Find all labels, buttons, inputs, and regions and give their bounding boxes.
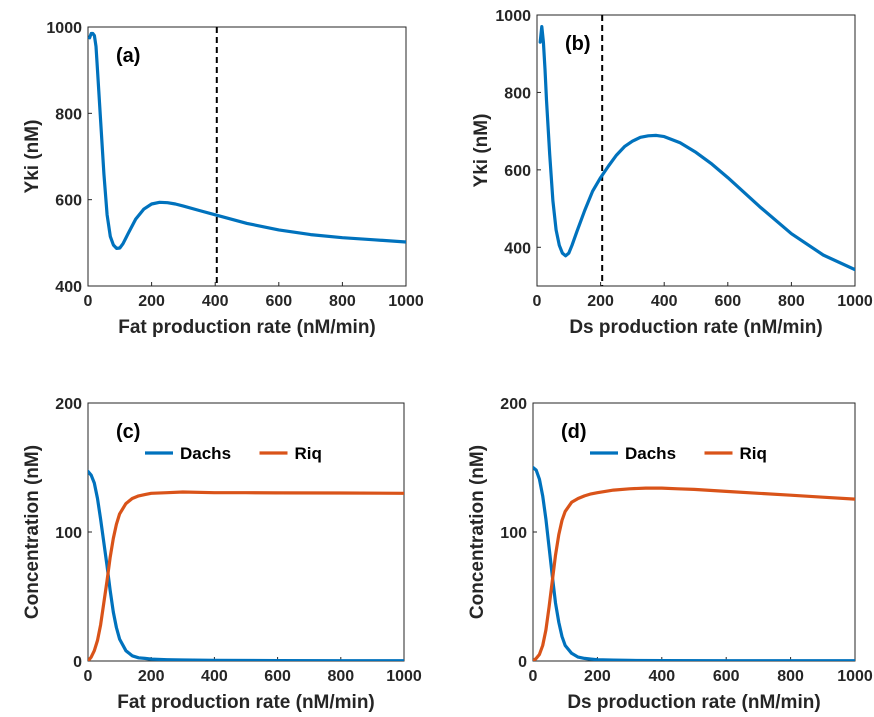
series-line-riq [533,486,855,661]
y-tick-label: 400 [55,279,82,296]
series-line-dachs [533,465,855,661]
x-tick-label: 600 [265,293,292,310]
x-tick-label: 800 [777,668,804,685]
x-tick-label: 0 [529,668,538,685]
y-tick-label: 200 [55,396,82,413]
x-tick-label: 800 [778,293,805,310]
panel-label: (b) [565,33,591,55]
y-tick-label: 100 [500,525,527,542]
legend-label: Riq [740,444,767,463]
x-tick-label: 600 [264,668,291,685]
x-tick-label: 1000 [386,668,422,685]
y-axis-label: Yki (nM) [22,120,43,194]
chart-panel-4: 0 200 400 600 800 1000 0 100 200 Ds production ra… [467,396,873,713]
series-line-yki [88,31,406,250]
y-tick-label: 1000 [46,20,82,37]
y-tick-label: 100 [55,525,82,542]
panel-label: (d) [561,421,587,443]
panel-label: (a) [116,45,140,67]
x-tick-label: 1000 [837,293,873,310]
series-line-yki [538,25,855,272]
x-axis-label: Ds production rate (nM/min) [569,317,822,338]
legend-label: Dachs [180,444,231,463]
x-axis-label: Ds production rate (nM/min) [567,692,820,713]
x-tick-label: 600 [714,293,741,310]
x-tick-label: 0 [84,293,93,310]
chart-panel-1: 0 200 400 600 800 1000 400 600 800 1000 Fat produc… [22,20,424,338]
x-tick-label: 1000 [388,293,424,310]
series-line-riq [88,490,404,661]
x-tick-label: 0 [533,293,542,310]
x-tick-label: 200 [584,668,611,685]
legend: Dachs Riq [145,444,322,463]
series-line-dachs [88,469,404,661]
x-tick-label: 600 [713,668,740,685]
chart-panel-3: 0 200 400 600 800 1000 0 100 200 Fat production r… [22,396,422,713]
legend-label: Riq [295,444,322,463]
panel-label: (c) [116,421,140,443]
y-tick-label: 0 [518,654,527,671]
legend-label: Dachs [625,444,676,463]
y-tick-label: 400 [504,240,531,257]
x-tick-label: 400 [201,668,228,685]
x-axis-label: Fat production rate (nM/min) [117,692,375,713]
x-tick-label: 1000 [837,668,873,685]
chart-panel-2: 0 200 400 600 800 1000 400 600 800 1000 Ds product… [471,8,873,338]
y-axis-label: Concentration (nM) [22,445,43,619]
x-tick-label: 800 [327,668,354,685]
x-tick-label: 400 [651,293,678,310]
y-tick-label: 1000 [495,8,531,25]
axes-box [87,26,407,287]
x-tick-label: 200 [587,293,614,310]
y-tick-label: 800 [55,106,82,123]
x-tick-label: 0 [84,668,93,685]
y-tick-label: 200 [500,396,527,413]
x-tick-label: 800 [329,293,356,310]
y-tick-label: 600 [504,163,531,180]
y-tick-label: 800 [504,85,531,102]
y-tick-label: 600 [55,193,82,210]
x-tick-label: 200 [138,293,165,310]
x-tick-label: 400 [648,668,675,685]
x-tick-label: 200 [138,668,165,685]
y-axis-label: Yki (nM) [471,114,492,188]
y-tick-label: 0 [73,654,82,671]
axes-box [536,14,856,287]
x-tick-label: 400 [202,293,229,310]
y-axis-label: Concentration (nM) [467,445,488,619]
legend: Dachs Riq [590,444,767,463]
x-axis-label: Fat production rate (nM/min) [118,317,376,338]
